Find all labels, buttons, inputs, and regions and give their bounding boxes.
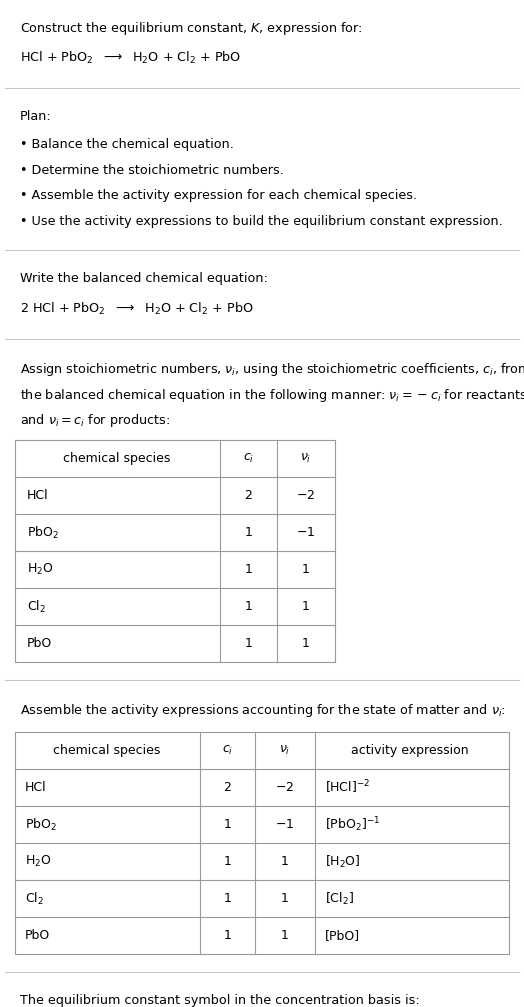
Text: the balanced chemical equation in the following manner: $\nu_i = -c_i$ for react: the balanced chemical equation in the fo… [20,387,524,404]
Text: activity expression: activity expression [351,744,469,757]
Text: PbO$_2$: PbO$_2$ [25,817,57,833]
Text: 1: 1 [281,855,289,868]
Text: chemical species: chemical species [53,744,161,757]
Text: 1: 1 [224,855,232,868]
Text: 1: 1 [224,818,232,831]
Text: 2: 2 [224,781,232,794]
Text: PbO: PbO [25,929,50,942]
Text: • Assemble the activity expression for each chemical species.: • Assemble the activity expression for e… [20,189,417,202]
Text: Assign stoichiometric numbers, $\nu_i$, using the stoichiometric coefficients, $: Assign stoichiometric numbers, $\nu_i$, … [20,361,524,378]
Text: • Use the activity expressions to build the equilibrium constant expression.: • Use the activity expressions to build … [20,214,503,228]
Text: 1: 1 [281,929,289,942]
Text: 1: 1 [302,637,310,650]
Text: • Balance the chemical equation.: • Balance the chemical equation. [20,138,234,151]
Text: $c_i$: $c_i$ [222,744,233,757]
Text: HCl + PbO$_2$  $\longrightarrow$  H$_2$O + Cl$_2$ + PbO: HCl + PbO$_2$ $\longrightarrow$ H$_2$O +… [20,50,242,66]
Text: chemical species: chemical species [63,452,171,465]
Text: Write the balanced chemical equation:: Write the balanced chemical equation: [20,272,268,285]
Text: $\nu_i$: $\nu_i$ [300,452,311,465]
Text: H$_2$O: H$_2$O [25,854,51,869]
Text: 1: 1 [281,892,289,905]
Text: and $\nu_i = c_i$ for products:: and $\nu_i = c_i$ for products: [20,412,170,429]
Text: PbO: PbO [27,637,52,650]
Text: [PbO$_2$]$^{-1}$: [PbO$_2$]$^{-1}$ [325,815,380,834]
Text: [PbO]: [PbO] [325,929,360,942]
Text: 2: 2 [245,489,253,502]
Text: • Determine the stoichiometric numbers.: • Determine the stoichiometric numbers. [20,163,284,176]
Text: [H$_2$O]: [H$_2$O] [325,854,361,870]
Text: 1: 1 [224,892,232,905]
Text: $-$1: $-$1 [276,818,294,831]
Text: 1: 1 [245,637,253,650]
Text: 1: 1 [224,929,232,942]
Text: Cl$_2$: Cl$_2$ [27,598,46,614]
Text: Cl$_2$: Cl$_2$ [25,890,44,906]
Text: Assemble the activity expressions accounting for the state of matter and $\nu_i$: Assemble the activity expressions accoun… [20,702,506,719]
Bar [15,440,335,662]
Text: HCl: HCl [25,781,47,794]
Text: [Cl$_2$]: [Cl$_2$] [325,890,354,906]
Text: [HCl]$^{-2}$: [HCl]$^{-2}$ [325,778,370,797]
Text: H$_2$O: H$_2$O [27,562,53,577]
Text: 1: 1 [302,600,310,613]
Text: 1: 1 [245,600,253,613]
Text: $\nu_i$: $\nu_i$ [279,744,291,757]
Text: $c_i$: $c_i$ [243,452,254,465]
Text: Construct the equilibrium constant, $K$, expression for:: Construct the equilibrium constant, $K$,… [20,20,363,37]
Text: HCl: HCl [27,489,49,502]
Text: PbO$_2$: PbO$_2$ [27,525,59,541]
Text: 1: 1 [245,563,253,576]
Text: 2 HCl + PbO$_2$  $\longrightarrow$  H$_2$O + Cl$_2$ + PbO: 2 HCl + PbO$_2$ $\longrightarrow$ H$_2$O… [20,301,254,317]
Text: The equilibrium constant symbol in the concentration basis is:: The equilibrium constant symbol in the c… [20,994,420,1007]
Text: 1: 1 [302,563,310,576]
Text: $-$2: $-$2 [296,489,315,502]
Text: $-$1: $-$1 [296,526,315,539]
Text: 1: 1 [245,526,253,539]
Bar [15,732,509,954]
Text: Plan:: Plan: [20,110,52,123]
Text: $-$2: $-$2 [276,781,294,794]
